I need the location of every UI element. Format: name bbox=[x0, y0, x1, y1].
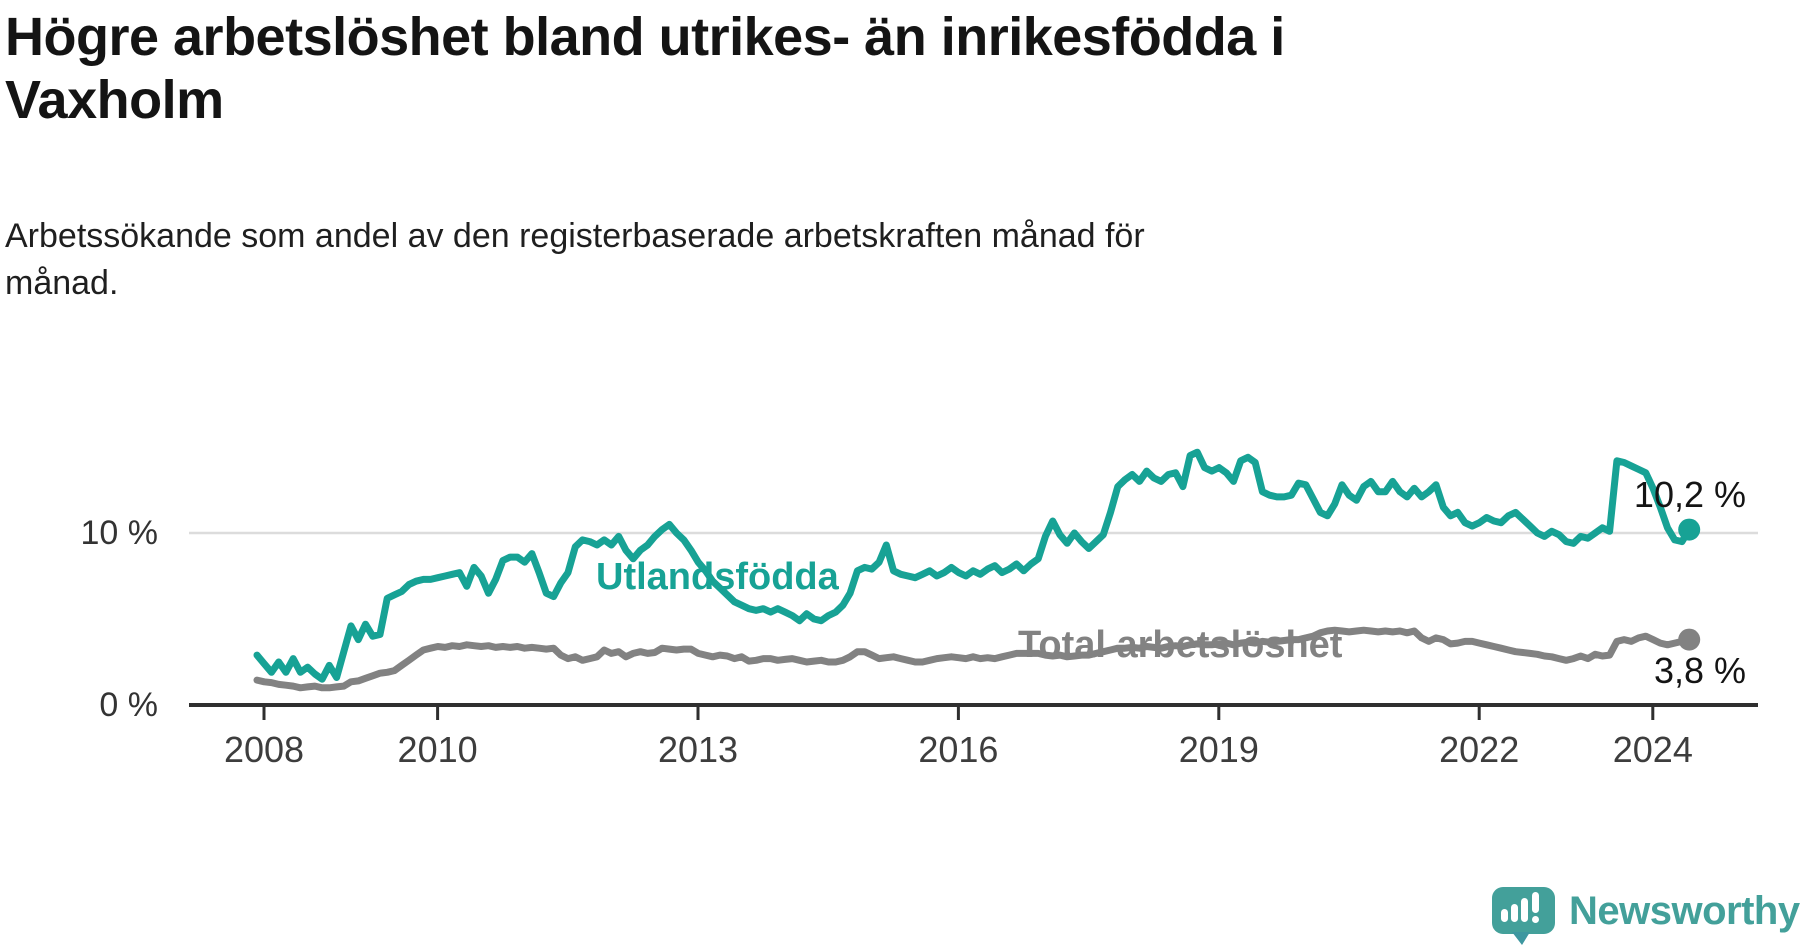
newsworthy-logo-text: Newsworthy bbox=[1569, 889, 1800, 933]
series-endpoint-dot-total-arbetsloshet bbox=[1678, 628, 1701, 651]
x-axis-tick-label-2013: 2013 bbox=[657, 729, 739, 770]
x-axis-tick-label-2022: 2022 bbox=[1439, 729, 1520, 770]
end-value-label-total-arbetsloshet: 3,8 % bbox=[1653, 650, 1746, 691]
series-label-utlandsfodda: Utlandsfödda bbox=[596, 556, 839, 598]
x-axis-tick-label-2008: 2008 bbox=[223, 729, 305, 770]
page-title-line-1: Högre arbetslöshet bland utrikes- än inr… bbox=[5, 7, 1285, 67]
series-line-utlandsfodda bbox=[253, 448, 1693, 683]
x-axis-tick-label-2024: 2024 bbox=[1612, 729, 1693, 770]
x-axis-tick-label-2010: 2010 bbox=[397, 729, 478, 770]
x-axis-tick-label-2016: 2016 bbox=[918, 729, 999, 770]
newsworthy-logo-icon bbox=[1492, 887, 1555, 945]
y-axis-tick-label-0: 0 % bbox=[99, 686, 158, 724]
page-title-line-2: Vaxholm bbox=[5, 70, 224, 130]
page-title: Högre arbetslöshet bland utrikes- än inr… bbox=[5, 6, 1285, 132]
end-value-label-utlandsfodda: 10,2 % bbox=[1633, 474, 1746, 515]
page-subtitle: Arbetssökande som andel av den registerb… bbox=[5, 213, 1145, 307]
series-line-total-arbetsloshet bbox=[253, 626, 1693, 692]
page-subtitle-line-2: månad. bbox=[5, 264, 119, 302]
x-axis-tick-label-2019: 2019 bbox=[1178, 729, 1259, 770]
page-subtitle-line-1: Arbetssökande som andel av den registerb… bbox=[5, 217, 1145, 255]
series-label-total-arbetsloshet: Total arbetslöshet bbox=[1018, 624, 1343, 666]
series-endpoint-dot-utlandsfodda bbox=[1678, 518, 1701, 541]
newsworthy-logo: Newsworthy bbox=[1491, 886, 1800, 946]
y-axis-tick-label-10: 10 % bbox=[80, 514, 159, 552]
